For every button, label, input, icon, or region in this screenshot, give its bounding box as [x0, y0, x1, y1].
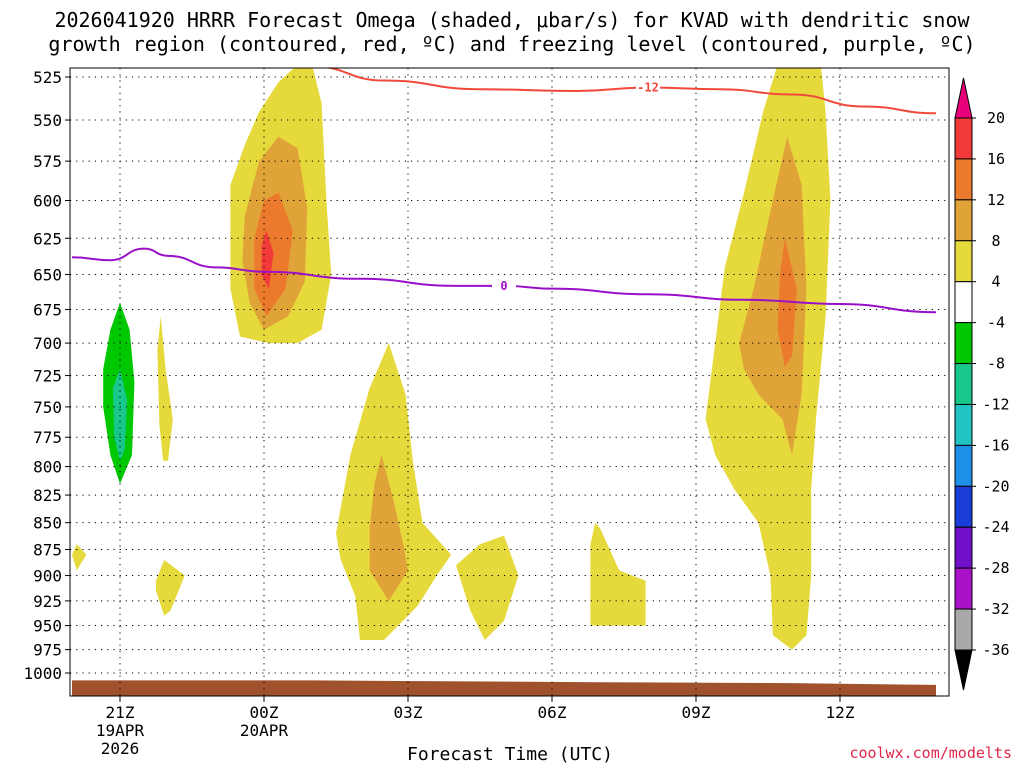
omega-region-yellow-0000-upper — [72, 544, 87, 571]
contour-label-bg — [492, 277, 516, 292]
colorbar-bin — [954, 240, 973, 283]
y-tick-label: 550 — [33, 111, 62, 130]
y-tick-label: 975 — [33, 641, 62, 660]
colorbar: 20 16 12 8 4 -4 -8 -12 -16 -20 -24 -28 -32 -36 — [954, 77, 1010, 691]
x-tick-label: 21Z — [106, 703, 135, 722]
omega-region-cyan-2100 — [112, 369, 128, 461]
contour-label-freezing-level: 0 — [500, 279, 507, 293]
y-tick-label: 725 — [33, 367, 62, 386]
colorbar-bin — [954, 567, 973, 610]
colorbar-bin — [954, 199, 973, 242]
colorbar-bottom-arrow — [954, 649, 973, 691]
y-tick-label: 950 — [33, 617, 62, 636]
plot-frame — [69, 67, 950, 697]
y-tick-label: 925 — [33, 592, 62, 611]
omega-region-red-0300 — [261, 230, 274, 289]
y-axis: 525 550 575 600 625 650 675 700 725 750 775 800 825 8… — [23, 68, 70, 683]
y-tick-label: 625 — [33, 229, 62, 248]
contour-dendritic-minus12 — [323, 68, 937, 115]
omega-shading — [72, 68, 831, 650]
contour-freezing-level — [71, 247, 937, 314]
y-tick-label: 600 — [33, 192, 62, 211]
x-axis-title: Forecast Time (UTC) — [407, 744, 613, 765]
contour-label-dendritic-minus12: -12 — [637, 81, 659, 95]
x-tick-label: 03Z — [394, 703, 423, 722]
y-tick-label: 850 — [33, 514, 62, 533]
colorbar-label: 4 — [991, 273, 1000, 291]
omega-region-yellow-2200 — [157, 316, 173, 461]
y-tick-label: 825 — [33, 486, 62, 505]
y-tick-label: 750 — [33, 398, 62, 417]
colorbar-label: -24 — [982, 518, 1009, 536]
x-tick-label: 2026 — [101, 739, 140, 758]
contour-lines: -12 0 — [71, 68, 937, 314]
colorbar-label: -4 — [987, 314, 1005, 332]
x-tick-label: 09Z — [682, 703, 711, 722]
colorbar-label: -16 — [982, 436, 1009, 454]
omega-region-yellow-0330-lower — [336, 343, 452, 640]
omega-region-green-0900 — [693, 565, 704, 616]
colorbar-bin — [954, 158, 973, 201]
omega-region-green-2300 — [211, 425, 262, 476]
x-tick-label: 12Z — [826, 703, 855, 722]
y-tick-label: 900 — [33, 567, 62, 586]
y-tick-label: 700 — [33, 334, 62, 353]
colorbar-label: 12 — [987, 191, 1005, 209]
contour-label-bg — [636, 79, 660, 94]
colorbar-label: -28 — [982, 559, 1009, 577]
x-tick-label: 00Z — [250, 703, 279, 722]
colorbar-label: -8 — [987, 355, 1005, 373]
y-tick-label: 775 — [33, 428, 62, 447]
source-credit: coolwx.com/modelts — [849, 744, 1012, 762]
colorbar-label: -36 — [982, 641, 1009, 659]
omega-region-yellow-0730 — [590, 522, 646, 626]
y-tick-label: 875 — [33, 540, 62, 559]
terrain-fill — [72, 680, 936, 696]
colorbar-top-arrow — [954, 77, 973, 119]
terrain-area — [72, 680, 936, 696]
omega-region-orange-0330-lower — [369, 455, 408, 601]
y-tick-label: 575 — [33, 152, 62, 171]
gridlines — [70, 68, 949, 696]
chart-title-line1: 2026041920 HRRR Forecast Omega (shaded, … — [54, 8, 970, 32]
omega-region-yellow-0500 — [456, 535, 519, 640]
x-tick-label: 19APR — [96, 721, 145, 740]
y-tick-label: 1000 — [23, 664, 62, 683]
y-tick-label: 525 — [33, 68, 62, 87]
colorbar-label: -12 — [982, 395, 1009, 413]
colorbar-label: 20 — [987, 109, 1005, 127]
colorbar-bin — [954, 322, 973, 365]
x-tick-label: 20APR — [240, 721, 289, 740]
colorbar-bin — [954, 281, 973, 324]
colorbar-label: 16 — [987, 150, 1005, 168]
colorbar-bin — [954, 526, 973, 569]
colorbar-bin — [954, 444, 973, 487]
colorbar-bin — [954, 363, 973, 405]
y-tick-label: 650 — [33, 266, 62, 285]
omega-region-yellow-2200-lower — [156, 560, 185, 616]
colorbar-bin — [954, 485, 973, 528]
x-tick-label: 06Z — [538, 703, 567, 722]
colorbar-bin — [954, 117, 973, 160]
chart-title-line2: growth region (contoured, red, ºC) and f… — [48, 32, 976, 56]
colorbar-label: -20 — [982, 477, 1009, 495]
colorbar-label: -32 — [982, 600, 1009, 618]
y-tick-label: 800 — [33, 458, 62, 477]
colorbar-label: 8 — [991, 232, 1000, 250]
colorbar-bin — [954, 403, 973, 446]
y-tick-label: 675 — [33, 300, 62, 319]
colorbar-bin — [954, 608, 973, 651]
